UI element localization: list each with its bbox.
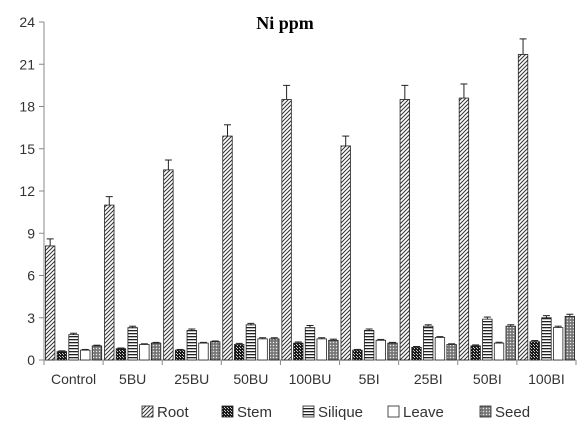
bar-root — [45, 245, 56, 361]
bar-stem — [470, 345, 481, 361]
x-tick-label: 5BU — [119, 371, 146, 387]
x-tick-label: 100BU — [289, 371, 332, 387]
bar-stem — [174, 349, 186, 361]
y-tick-label: 21 — [19, 56, 35, 72]
legend-swatch — [387, 405, 400, 418]
bar-groups — [45, 38, 575, 361]
legend-label: Root — [157, 404, 190, 421]
y-tick-label: 18 — [19, 99, 35, 115]
x-tick-label: 50BU — [233, 371, 268, 387]
y-tick-label: 12 — [19, 183, 35, 199]
legend-swatch — [479, 405, 492, 418]
y-axis: 0 3 6 9 12 15 18 21 24 — [19, 14, 45, 368]
bar-leave — [375, 339, 386, 361]
bar-seed — [150, 342, 162, 361]
legend-item: Stem — [221, 404, 272, 421]
bar-group — [222, 124, 280, 361]
bar-leave — [257, 338, 268, 361]
x-tick-label: 5BI — [359, 371, 380, 387]
bar-group — [281, 84, 339, 361]
bar-root — [163, 169, 174, 361]
bar-group — [45, 238, 103, 361]
y-tick-label: 9 — [27, 225, 35, 241]
y-tick-label: 6 — [27, 268, 35, 284]
bar-silique — [304, 327, 316, 361]
bar-silique — [127, 327, 138, 361]
bar-seed — [269, 338, 280, 361]
bar-root — [104, 204, 115, 361]
y-tick-label: 24 — [19, 14, 35, 30]
legend: Root Stem Silique Leave Seed — [141, 404, 530, 421]
bar-stem — [411, 346, 422, 361]
x-tick-label: 100BI — [528, 371, 565, 387]
legend-swatch — [302, 405, 315, 418]
bar-root — [340, 145, 351, 361]
bar-root — [458, 97, 470, 361]
legend-item: Silique — [302, 404, 363, 421]
y-tick-label: 15 — [19, 141, 35, 157]
bar-seed — [210, 341, 221, 361]
bar-silique — [186, 330, 197, 361]
bar-leave — [493, 342, 505, 361]
bar-leave — [434, 337, 446, 361]
bar-silique — [541, 317, 552, 361]
bar-silique — [363, 330, 375, 361]
bar-seed — [564, 315, 575, 361]
y-tick-label: 0 — [27, 352, 35, 368]
bar-leave — [80, 349, 91, 361]
bar-seed — [387, 342, 398, 361]
bar-seed — [505, 325, 516, 361]
bar-group — [458, 83, 516, 361]
legend-label: Stem — [237, 404, 272, 421]
bar-leave — [316, 338, 327, 361]
bar-root — [517, 53, 529, 361]
bar-leave — [139, 344, 150, 361]
bar-group — [104, 196, 162, 361]
bar-leave — [198, 342, 209, 361]
bar-leave — [552, 327, 564, 361]
x-tick-label: 25BI — [414, 371, 443, 387]
bar-group — [399, 84, 457, 361]
legend-label: Silique — [318, 404, 363, 421]
bar-seed — [446, 344, 457, 361]
legend-item: Root — [141, 404, 190, 421]
bar-root — [281, 99, 292, 361]
x-axis: Control 5BU 25BU 50BU 100BU 5BI 25BI 50BI 100BI — [43, 359, 577, 387]
legend-item: Seed — [479, 404, 530, 421]
bar-root — [399, 99, 410, 361]
bar-stem — [115, 348, 127, 361]
bar-silique — [245, 324, 257, 361]
x-tick-label: 25BU — [174, 371, 209, 387]
x-tick-label: Control — [51, 371, 96, 387]
bar-stem — [352, 349, 363, 361]
bar-stem — [529, 341, 540, 361]
bar-stem — [293, 342, 304, 361]
bar-root — [222, 135, 233, 361]
legend-label: Leave — [403, 404, 444, 421]
y-tick-label: 3 — [27, 310, 35, 326]
bar-silique — [68, 334, 79, 361]
bar-group — [163, 159, 221, 361]
legend-swatch — [221, 405, 234, 418]
bar-seed — [328, 339, 339, 361]
x-tick-label: 50BI — [473, 371, 502, 387]
bar-stem — [56, 351, 68, 361]
chart-title: Ni ppm — [256, 13, 314, 33]
bar-stem — [234, 344, 245, 361]
bar-silique — [482, 318, 493, 361]
bar-silique — [423, 325, 434, 361]
bar-seed — [91, 345, 103, 361]
bar-group — [517, 38, 575, 361]
legend-label: Seed — [495, 404, 530, 421]
legend-item: Leave — [387, 404, 444, 421]
legend-swatch — [141, 405, 154, 418]
bar-group — [340, 135, 398, 361]
